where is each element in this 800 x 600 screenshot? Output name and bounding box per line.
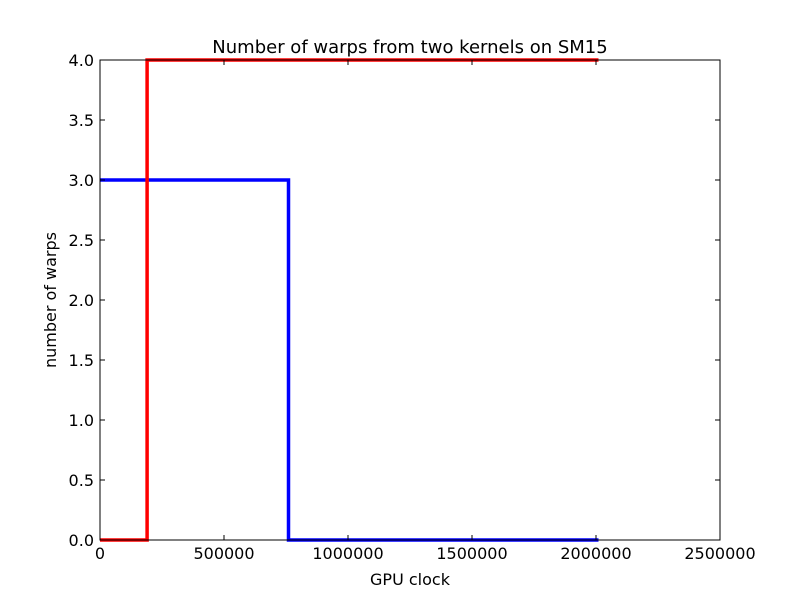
x-tick-label: 2500000	[684, 544, 755, 563]
series-line-2	[100, 58, 599, 542]
y-axis-label: number of warps	[41, 232, 60, 368]
y-axis: 0.0 0.5 1.0 1.5 2.0 2.5 3.0 3.5 4.0	[69, 51, 720, 550]
series-layer	[100, 58, 599, 542]
y-tick-label: 1.0	[69, 411, 94, 430]
y-tick-label: 3.0	[69, 171, 94, 190]
series-line-1	[100, 178, 599, 542]
x-tick-label: 0	[95, 544, 105, 563]
y-tick-label: 2.0	[69, 291, 94, 310]
x-tick-label: 1000000	[312, 544, 383, 563]
x-tick-label: 500000	[193, 544, 254, 563]
plot-frame	[99, 59, 721, 541]
y-tick-label: 0.5	[69, 471, 94, 490]
y-tick-label: 0.0	[69, 531, 94, 550]
x-tick-label: 2000000	[560, 544, 631, 563]
y-tick-label: 2.5	[69, 231, 94, 250]
x-axis: 0 500000 1000000 1500000 2000000 2500000	[95, 60, 756, 563]
y-tick-label: 4.0	[69, 51, 94, 70]
x-tick-label: 1500000	[436, 544, 507, 563]
x-axis-label: GPU clock	[370, 570, 451, 589]
y-tick-label: 1.5	[69, 351, 94, 370]
chart-title: Number of warps from two kernels on SM15	[212, 37, 607, 58]
y-tick-label: 3.5	[69, 111, 94, 130]
